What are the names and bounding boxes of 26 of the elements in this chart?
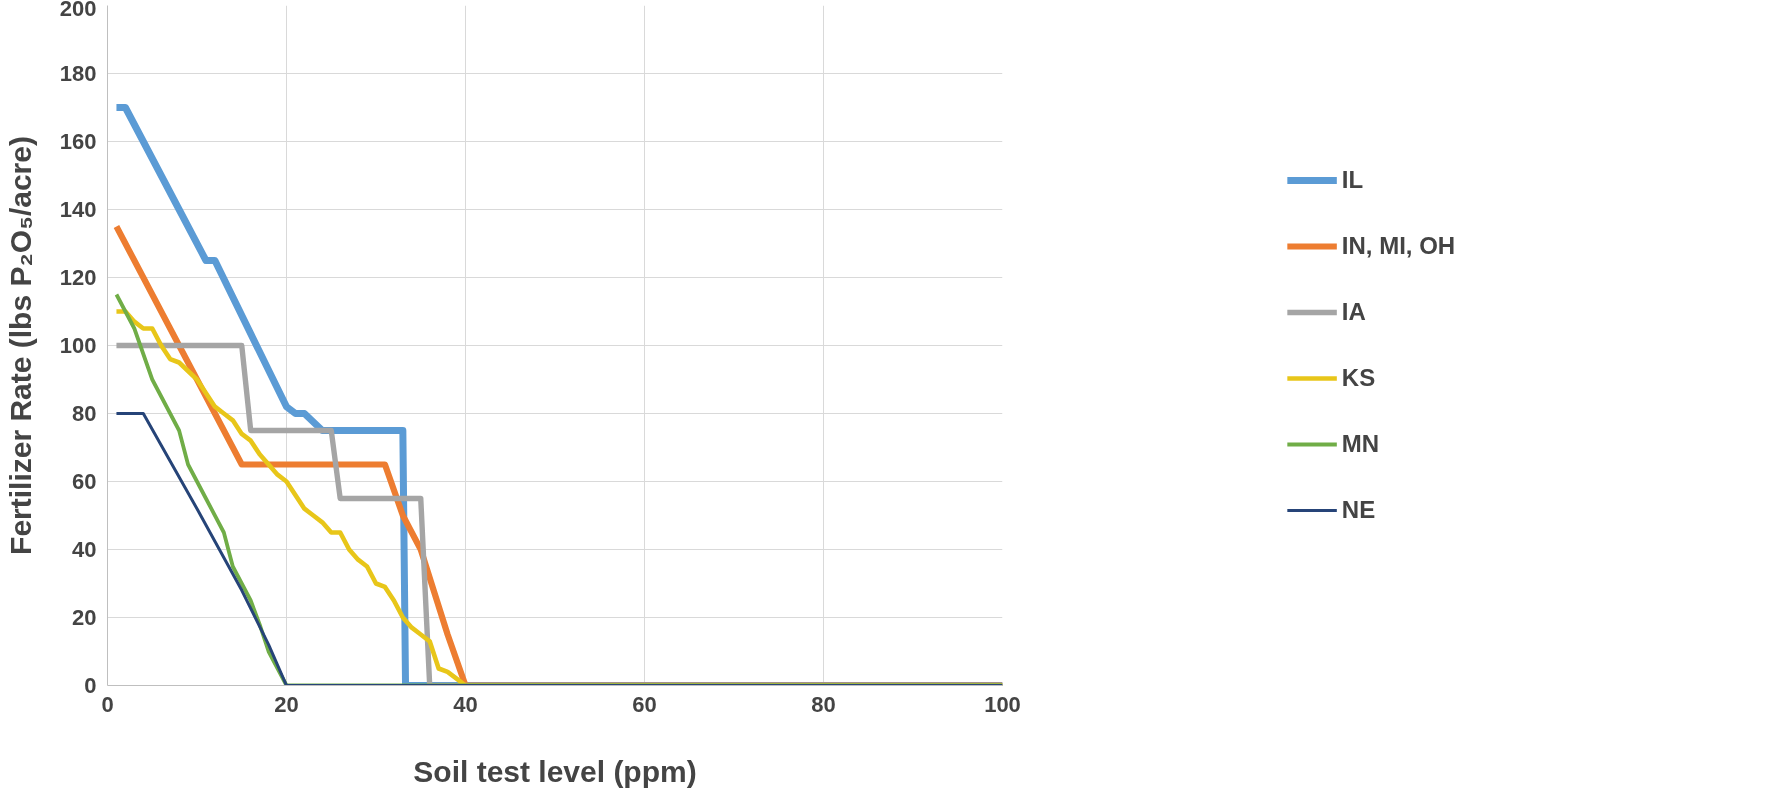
legend-label: IA	[1341, 298, 1366, 326]
y-tick-label: 40	[72, 537, 97, 562]
y-tick-label: 100	[59, 333, 97, 358]
y-tick-label: 60	[72, 469, 97, 494]
legend-label: NE	[1341, 496, 1376, 524]
x-tick-label: 80	[811, 691, 836, 717]
line-series	[114, 412, 1003, 686]
y-axis-title: Fertilizer Rate (lbs P₂O₅/acre)	[3, 136, 37, 555]
legend-label: IN, MI, OH	[1341, 232, 1456, 260]
x-tick-label: 20	[274, 691, 299, 717]
y-tick-label: 160	[59, 129, 97, 154]
y-tick-label: 120	[59, 265, 97, 290]
y-tick-label: 180	[59, 61, 97, 86]
y-tick-label: 80	[72, 401, 97, 426]
x-axis-title: Soil test level (ppm)	[413, 754, 697, 788]
y-tick-label: 200	[59, 0, 97, 21]
legend-label: IL	[1341, 166, 1364, 194]
y-tick-label: 20	[72, 605, 97, 630]
legend-label: MN	[1341, 430, 1380, 458]
x-tick-label: 60	[632, 691, 657, 717]
x-tick-label: 0	[101, 691, 114, 717]
legend-label: KS	[1341, 364, 1376, 392]
y-tick-label: 140	[59, 197, 97, 222]
x-tick-label: 100	[984, 691, 1021, 717]
y-tick-label: 0	[84, 673, 97, 698]
x-tick-label: 40	[453, 691, 478, 717]
